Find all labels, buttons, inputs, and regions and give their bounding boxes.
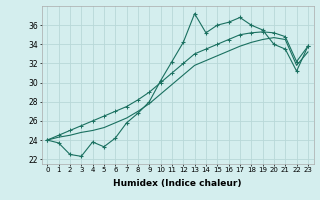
X-axis label: Humidex (Indice chaleur): Humidex (Indice chaleur) xyxy=(113,179,242,188)
